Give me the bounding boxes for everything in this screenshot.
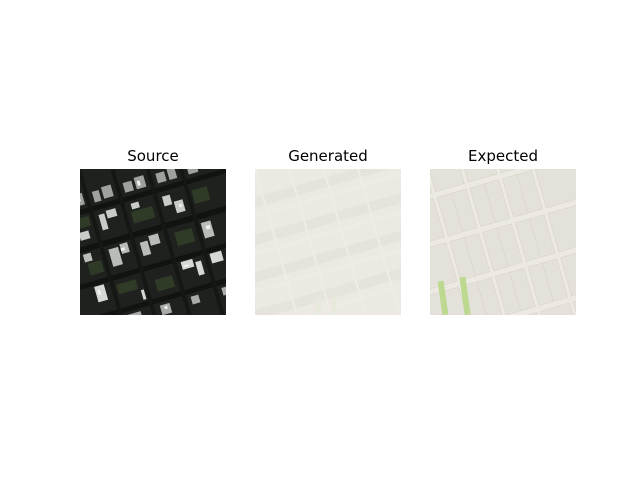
panel-expected: Expected [430,144,576,315]
satellite-image [80,169,226,315]
panel-title-expected: Expected [468,147,538,165]
panel-title-source: Source [127,147,179,165]
panel-title-generated: Generated [288,147,368,165]
panel-source: Source [80,144,226,315]
panel-generated: Generated [255,144,401,315]
expected-map-image [430,169,576,315]
generated-map-image [255,169,401,315]
